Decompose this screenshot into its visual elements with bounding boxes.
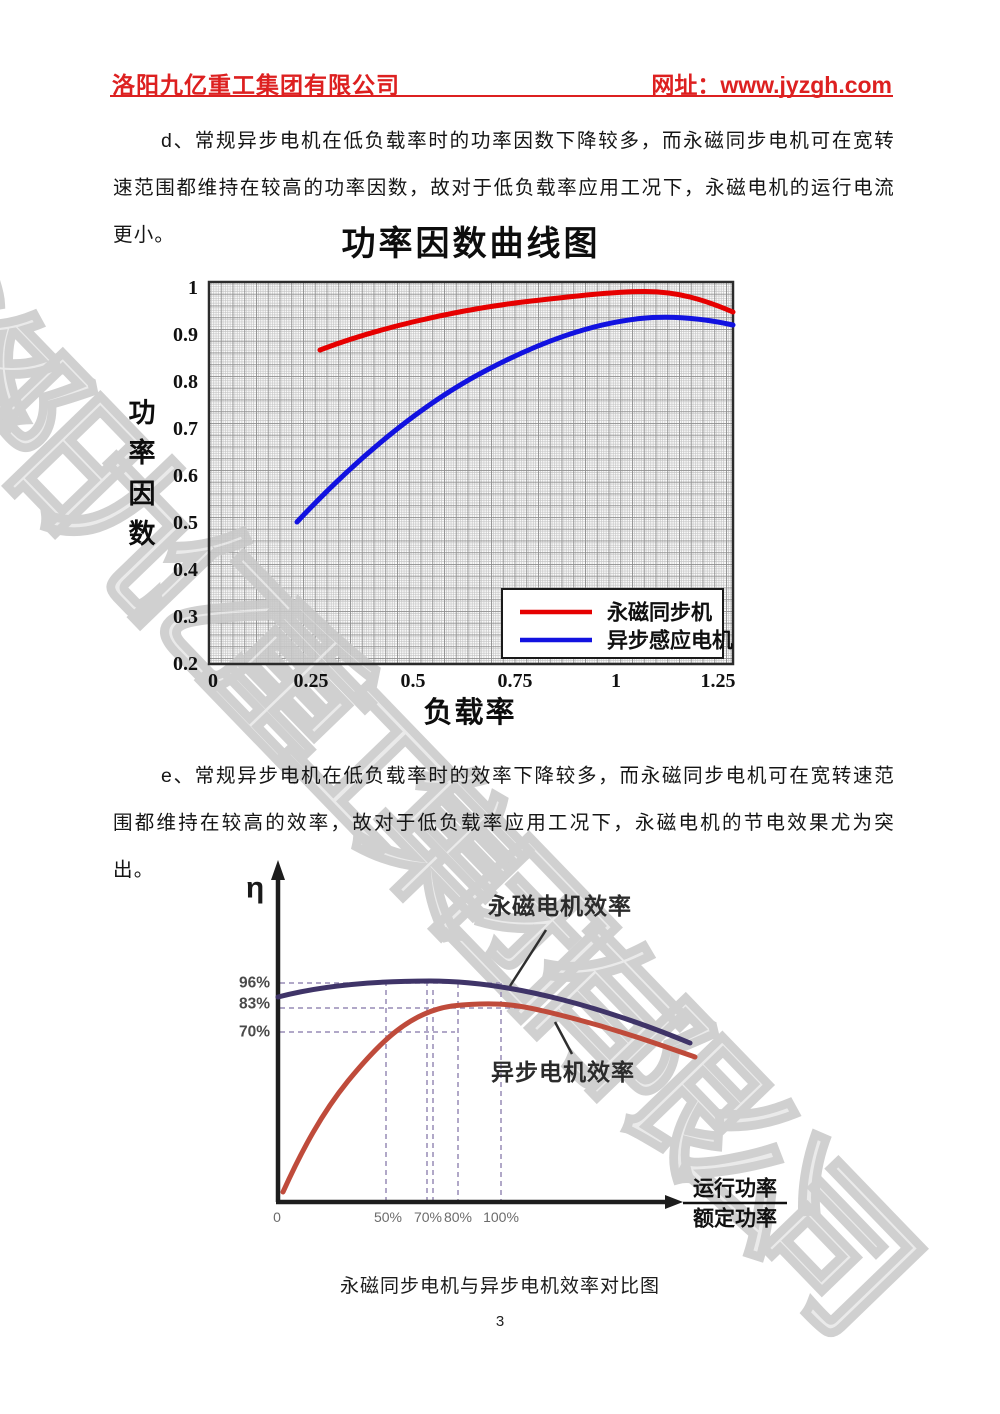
chart1-xlabel: 负载率 xyxy=(423,695,516,729)
chart1-ytick: 0.6 xyxy=(173,465,198,487)
chart1-ylabel-char: 率 xyxy=(129,437,156,468)
legend-label-pm: 永磁同步机 xyxy=(606,601,712,625)
chart2-ymark: 96% xyxy=(239,975,270,992)
x-axis-arrow-icon xyxy=(665,1195,683,1209)
chart2-xlabel-fraction: 运行功率 额定功率 xyxy=(683,1177,787,1231)
figure-caption: 永磁同步电机与异步电机效率对比图 xyxy=(339,1276,660,1297)
pm-efficiency-label: 永磁电机效率 xyxy=(488,893,632,919)
chart1-ytick: 0.5 xyxy=(173,512,198,534)
chart1-ytick: 0.9 xyxy=(173,324,198,346)
chart1-ylabel-char: 数 xyxy=(129,519,157,549)
chart1-xtick: 1 xyxy=(611,670,621,692)
pm-sync-curve xyxy=(317,288,736,353)
chart2-xmark: 70% xyxy=(414,1209,442,1225)
chart2-xmark: 50% xyxy=(374,1209,402,1225)
chart1-xtick: 1.25 xyxy=(701,670,736,692)
y-axis-arrow-icon xyxy=(271,860,285,880)
chart2-plot: η 96% 83% 70% 永磁电机效率 异步电机效率 0 50% 70% 80… xyxy=(239,860,787,1231)
paragraph-e: e、常规异步电机在低负载率时的效率下降较多，而永磁同步电机可在宽转速范围都维持在… xyxy=(113,765,895,881)
legend-label-async: 异步感应电机 xyxy=(607,629,733,653)
chart1-xtick: 0.25 xyxy=(294,670,329,692)
chart1-xtick: 0.75 xyxy=(498,670,533,692)
chart1-xtick: 0 xyxy=(208,670,218,692)
chart2-eta-label: η xyxy=(246,872,264,905)
chart2-ymark: 70% xyxy=(239,1024,270,1041)
chart2-xmark: 100% xyxy=(483,1209,519,1225)
chart1-ytick: 0.2 xyxy=(173,653,198,675)
chart1-title: 功率因数曲线图 xyxy=(341,225,601,263)
pm-efficiency-curve xyxy=(275,978,693,1046)
pm-label-callout-line xyxy=(508,929,548,987)
chart1-xtick: 0.5 xyxy=(401,670,426,692)
chart2-reference-lines xyxy=(280,981,525,1200)
chart1-ytick: 1 xyxy=(188,277,198,299)
chart1-ytick: 0.3 xyxy=(173,606,198,628)
async-induction-curve xyxy=(294,314,736,525)
async-label-callout-line xyxy=(553,1021,574,1055)
chart1-legend: 永磁同步机 异步感应电机 xyxy=(501,588,733,659)
chart1-plot-border xyxy=(207,280,735,666)
chart2-xmark: 0 xyxy=(273,1209,281,1225)
chart1-legend-box xyxy=(501,588,724,659)
chart1-ytick: 0.7 xyxy=(173,418,198,440)
chart2-ymark: 83% xyxy=(239,996,270,1013)
fraction-denominator: 额定功率 xyxy=(693,1207,777,1231)
paragraph-d: d、常规异步电机在低负载率时的功率因数下降较多，而永磁同步电机可在宽转速范围都维… xyxy=(113,130,895,246)
chart1-ylabel-char: 功 xyxy=(129,398,156,428)
chart1-plot: 1 0.9 0.8 0.7 0.6 0.5 0.4 0.3 0.2 0 0.25… xyxy=(129,277,736,729)
chart1-ytick: 0.4 xyxy=(173,559,198,581)
header-underline xyxy=(110,95,893,97)
header-website: 网址：www.jyzgh.com xyxy=(651,72,892,98)
fraction-numerator: 运行功率 xyxy=(693,1177,777,1201)
async-efficiency-curve xyxy=(280,1001,698,1195)
chart2-xmark: 80% xyxy=(444,1209,472,1225)
chart1-ylabel-char: 因 xyxy=(129,479,156,509)
chart1-ytick: 0.8 xyxy=(173,371,198,393)
page-number: 3 xyxy=(495,1313,505,1330)
header-company-name: 洛阳九亿重工集团有限公司 xyxy=(112,72,400,98)
async-efficiency-label: 异步电机效率 xyxy=(491,1059,635,1085)
